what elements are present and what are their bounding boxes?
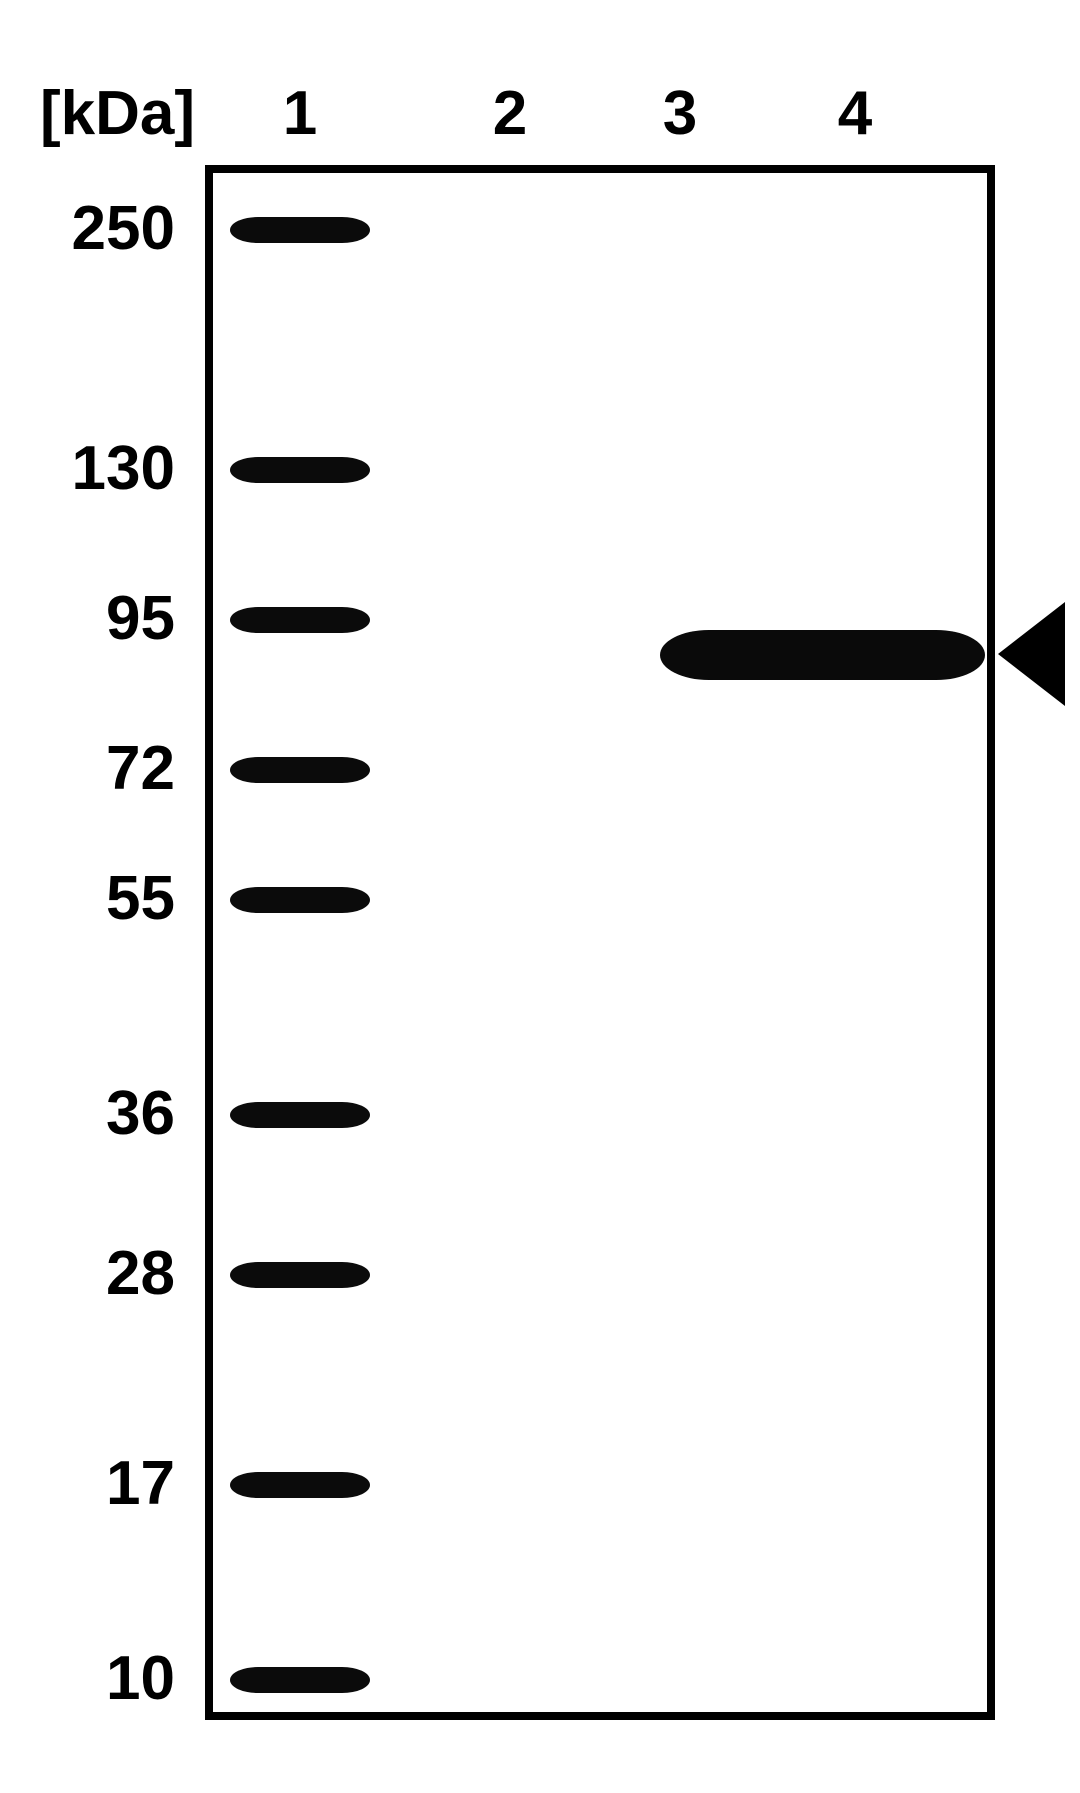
ladder-band [230,1102,370,1128]
ladder-band [230,457,370,483]
sample-band [660,630,985,680]
lane-label: 1 [270,78,330,149]
marker-label: 95 [106,583,175,654]
marker-label: 36 [106,1078,175,1149]
marker-label: 10 [106,1643,175,1714]
ladder-band [230,887,370,913]
marker-label: 72 [106,733,175,804]
lane-label: 3 [650,78,710,149]
marker-label: 17 [106,1448,175,1519]
marker-label: 55 [106,863,175,934]
western-blot-figure: [kDa] 1 2 3 4 250 130 95 72 55 36 28 17 10 [0,0,1080,1793]
ladder-band [230,217,370,243]
marker-label: 130 [72,433,175,504]
lane-label: 4 [825,78,885,149]
ladder-band [230,1262,370,1288]
lane-label: 2 [480,78,540,149]
ladder-band [230,1667,370,1693]
y-axis-unit-label: [kDa] [40,78,195,149]
arrowhead-icon [998,602,1065,706]
marker-label: 28 [106,1238,175,1309]
ladder-band [230,607,370,633]
ladder-band [230,1472,370,1498]
marker-label: 250 [72,193,175,264]
ladder-band [230,757,370,783]
